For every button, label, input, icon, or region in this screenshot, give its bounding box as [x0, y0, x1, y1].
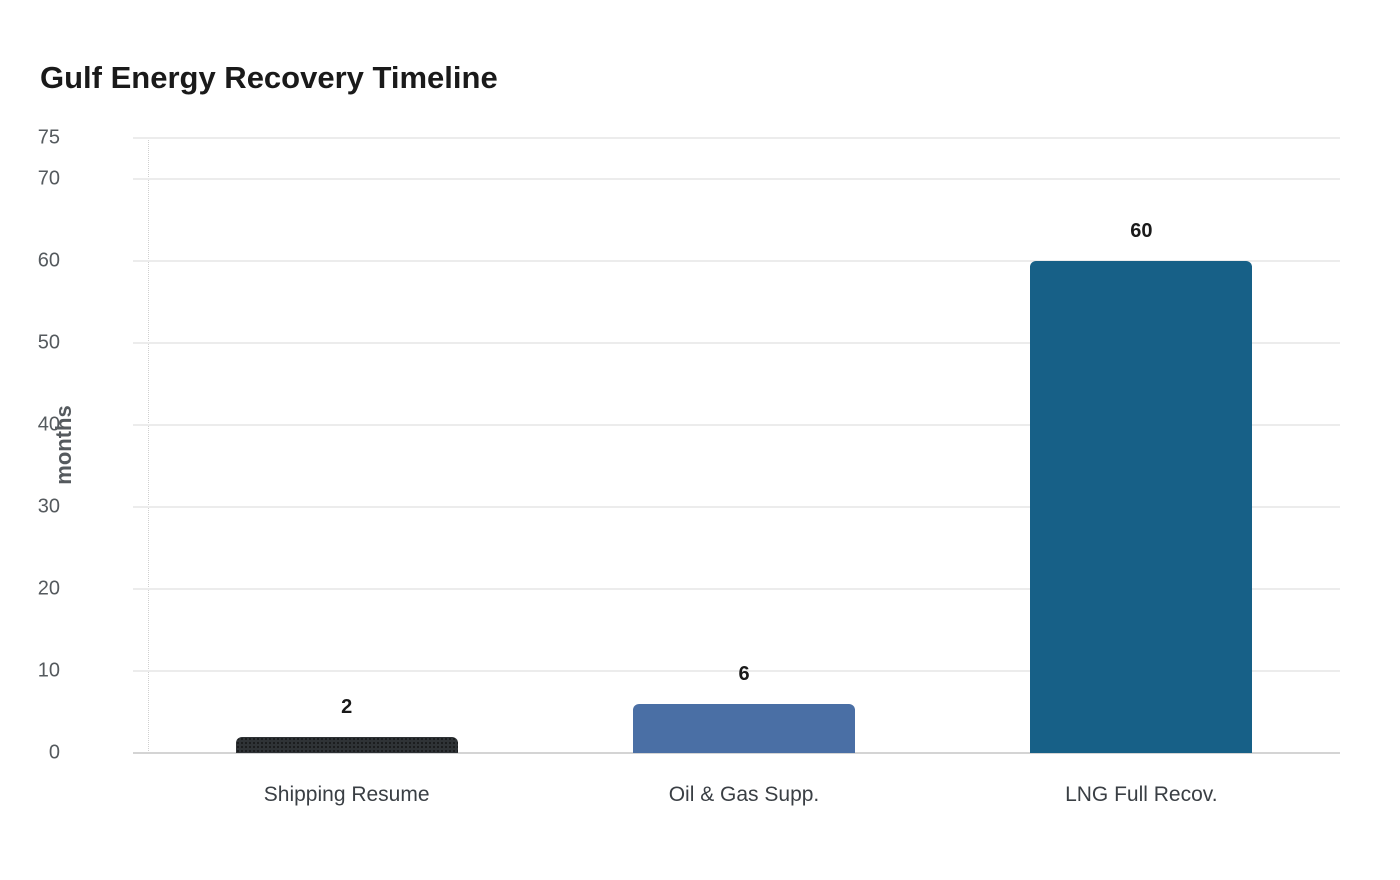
gridline — [133, 670, 1340, 672]
bar-value-label: 6 — [738, 662, 750, 685]
bar[interactable] — [1030, 261, 1253, 753]
y-tick-label: 0 — [48, 741, 60, 764]
gridline — [133, 588, 1340, 590]
y-tick-label: 20 — [37, 577, 60, 600]
y-axis-line — [148, 138, 149, 753]
y-tick-label: 30 — [37, 495, 60, 518]
gridline — [133, 506, 1340, 508]
bar-value-label: 2 — [341, 695, 353, 718]
bar[interactable] — [633, 703, 855, 753]
x-axis-baseline — [133, 752, 1340, 754]
y-tick-label: 50 — [37, 331, 60, 354]
y-tick-label: 70 — [37, 167, 60, 190]
gridline — [133, 260, 1340, 262]
y-tick-label: 40 — [37, 413, 60, 436]
y-tick-label: 10 — [37, 659, 60, 682]
bar-value-label: 60 — [1130, 220, 1153, 242]
y-tick-label: 60 — [37, 249, 60, 272]
chart-title: Gulf Energy Recovery Timeline — [40, 60, 498, 95]
gridline — [133, 342, 1340, 344]
bar[interactable] — [235, 736, 458, 753]
x-tick-label: LNG Full Recov. — [1065, 783, 1218, 806]
x-tick-label: Oil & Gas Supp. — [668, 783, 820, 806]
plot-area: 0 10 20 30 40 50 60 70 75 2 6 60 — [38, 127, 1340, 764]
gridline — [133, 137, 1340, 139]
gridline — [133, 178, 1340, 180]
gridline — [133, 424, 1340, 426]
x-tick-label: Shipping Resume — [263, 783, 430, 806]
y-tick-label: 75 — [37, 126, 60, 149]
